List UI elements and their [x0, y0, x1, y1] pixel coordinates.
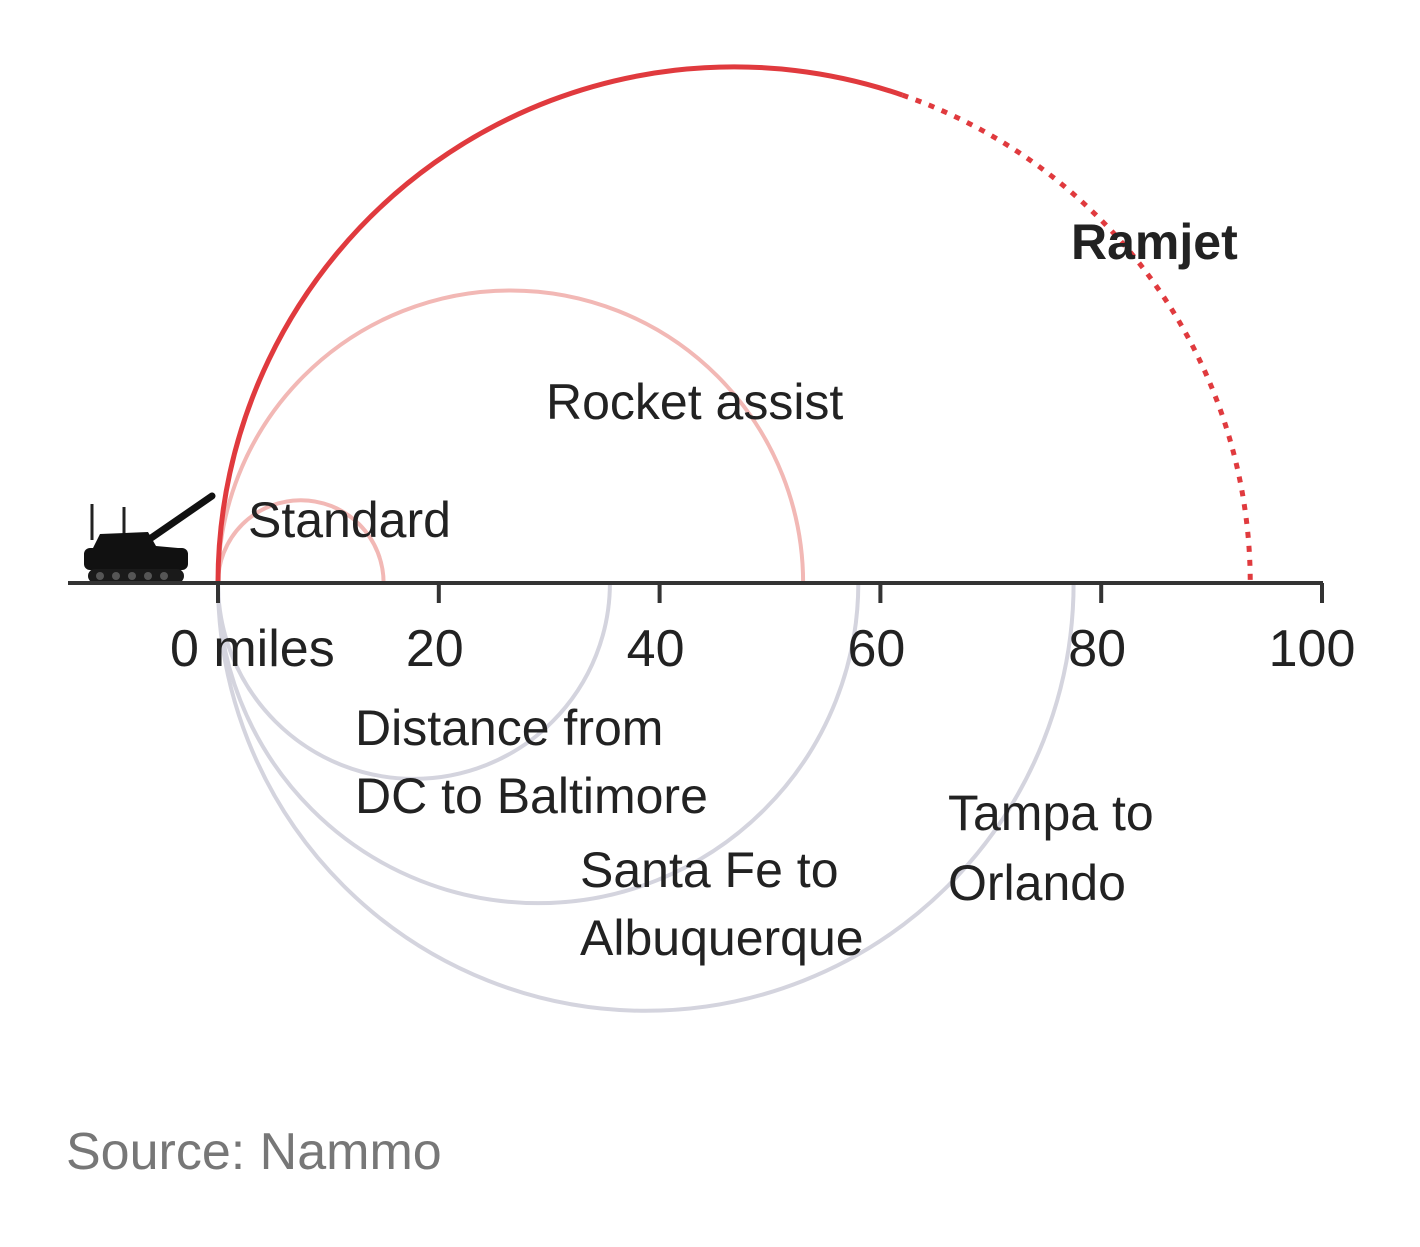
label-dc-baltimore-line2: DC to Baltimore: [355, 768, 708, 824]
label-dc-baltimore-line1: Distance from: [355, 700, 663, 756]
comparison-arcs: [216, 582, 1076, 1013]
label-ramjet: Ramjet: [1071, 214, 1238, 270]
x-tick-label-80: 80: [1068, 620, 1126, 678]
label-tampa-orlando-line2: Orlando: [948, 855, 1126, 911]
range-arcs: [215, 64, 1253, 584]
comparison-arc-0: [216, 582, 612, 781]
label-rocket-assist: Rocket assist: [546, 374, 843, 430]
label-santa-fe-albuquerque-line2: Albuquerque: [580, 910, 864, 966]
range-arc-ramjet-solid: [215, 64, 904, 584]
range-arc-rocket-assist: [216, 288, 806, 584]
label-dc-baltimore: Distance from DC to Baltimore: [355, 700, 708, 824]
comparison-arc-1: [216, 582, 861, 906]
self-propelled-howitzer-icon: [84, 492, 216, 583]
x-tick-label-100: 100: [1269, 620, 1356, 678]
x-tick-label-40: 40: [627, 620, 685, 678]
label-santa-fe-albuquerque: Santa Fe to Albuquerque: [580, 842, 864, 966]
label-tampa-orlando-line1: Tampa to: [948, 785, 1154, 841]
range-arc-ramjet-dotted: [901, 92, 1253, 584]
x-tick-label-20: 20: [406, 620, 464, 678]
comparison-arc-2: [216, 582, 1076, 1013]
x-tick-label-0: 0 miles: [170, 620, 335, 678]
label-santa-fe-albuquerque-line1: Santa Fe to: [580, 842, 839, 898]
x-axis-ticks: 0 miles 20 40 60 80 100: [170, 583, 1355, 678]
label-tampa-orlando: Tampa to Orlando: [948, 785, 1168, 911]
x-tick-label-60: 60: [847, 620, 905, 678]
label-standard: Standard: [248, 492, 451, 548]
source-note: Source: Nammo: [66, 1123, 442, 1181]
range-arc-standard: [216, 498, 386, 584]
